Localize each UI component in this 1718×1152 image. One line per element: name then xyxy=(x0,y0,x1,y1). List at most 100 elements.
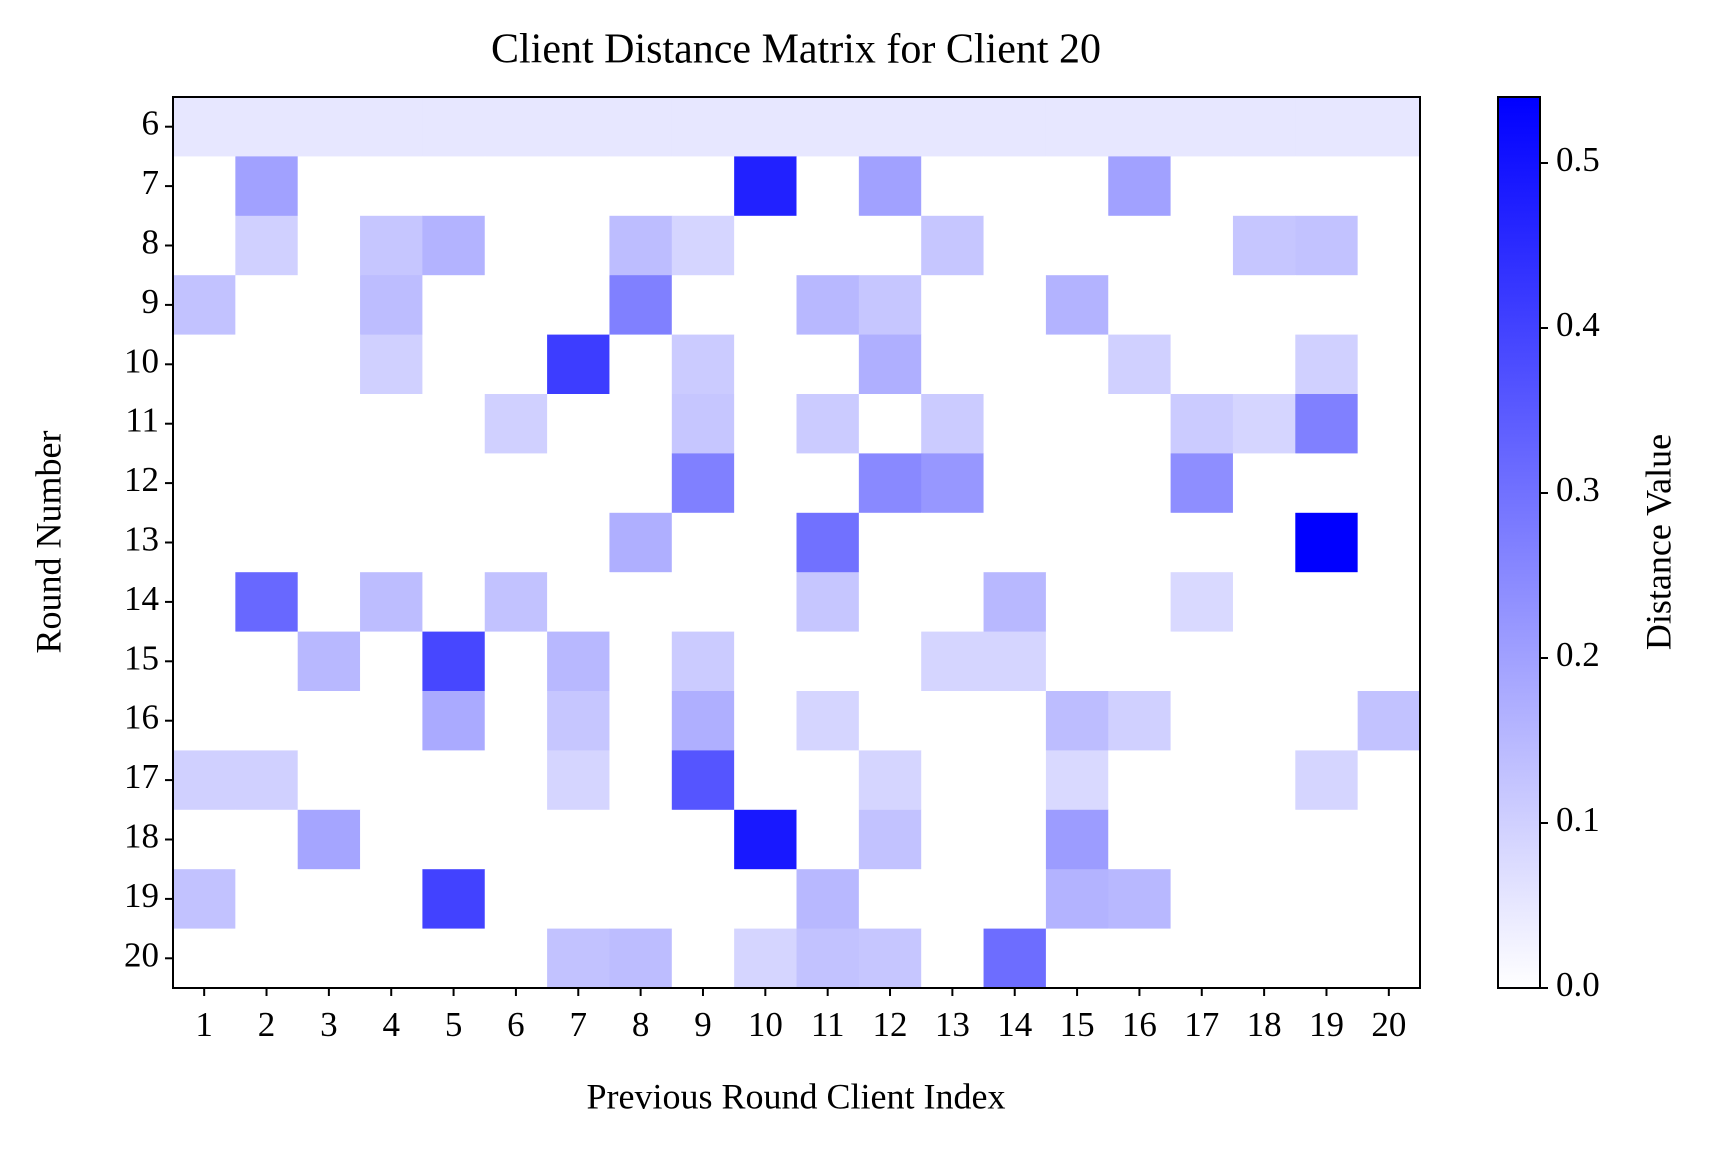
heatmap-cell xyxy=(1108,928,1172,989)
heatmap-cell xyxy=(671,334,735,395)
heatmap-cell xyxy=(671,275,735,336)
heatmap-cell xyxy=(671,512,735,573)
heatmap-cell xyxy=(796,334,860,395)
heatmap-cell xyxy=(609,809,673,870)
heatmap-cell xyxy=(609,215,673,276)
heatmap-cell xyxy=(360,97,423,157)
heatmap-cell xyxy=(1295,572,1359,633)
heatmap-cell xyxy=(547,394,610,454)
heatmap-cell xyxy=(360,691,423,751)
heatmap-cell xyxy=(1232,275,1296,336)
heatmap-cell xyxy=(1045,750,1109,811)
heatmap-cell xyxy=(858,334,922,395)
heatmap-cell xyxy=(671,156,735,217)
heatmap-cell xyxy=(734,156,797,217)
heatmap-cell xyxy=(858,275,922,336)
colorbar-tick-label: 0.2 xyxy=(1556,635,1600,674)
heatmap-cell xyxy=(297,928,361,989)
heatmap-cell xyxy=(547,275,610,336)
heatmap-cell xyxy=(983,334,1047,395)
heatmap-cell xyxy=(297,869,361,930)
heatmap-cell xyxy=(1357,275,1421,336)
heatmap-cell xyxy=(1170,631,1234,692)
heatmap-cell xyxy=(484,691,548,751)
heatmap-cell xyxy=(609,156,673,217)
heatmap-cell xyxy=(484,869,548,930)
heatmap-cell xyxy=(983,156,1047,217)
heatmap-cell xyxy=(297,512,361,573)
heatmap-cell xyxy=(609,750,673,811)
heatmap-cell xyxy=(1295,394,1359,454)
heatmap-cell xyxy=(360,334,423,395)
heatmap-cell xyxy=(1295,631,1359,692)
heatmap-cell xyxy=(1045,572,1109,633)
heatmap-cell xyxy=(297,97,361,157)
heatmap-cell xyxy=(297,156,361,217)
heatmap-cell xyxy=(235,572,299,633)
heatmap-cell xyxy=(1170,215,1234,276)
heatmap-cell xyxy=(1045,453,1109,514)
heatmap-cell xyxy=(1295,97,1359,157)
heatmap-cell xyxy=(983,453,1047,514)
heatmap-cell xyxy=(235,691,299,751)
heatmap-cell xyxy=(796,750,860,811)
heatmap-cell xyxy=(484,572,548,633)
heatmap-cell xyxy=(173,928,236,989)
heatmap-cell xyxy=(173,97,236,157)
heatmap-cell xyxy=(671,97,735,157)
heatmap-cell xyxy=(1170,691,1234,751)
y-tick-label: 20 xyxy=(124,935,159,974)
heatmap-cell xyxy=(921,869,985,930)
heatmap-cell xyxy=(921,928,985,989)
heatmap-cell xyxy=(484,631,548,692)
heatmap-cell xyxy=(1295,691,1359,751)
heatmap-cell xyxy=(921,631,985,692)
x-tick-label: 12 xyxy=(873,1005,908,1044)
heatmap-cell xyxy=(484,750,548,811)
heatmap-cell xyxy=(1170,334,1234,395)
x-tick-label: 15 xyxy=(1060,1005,1095,1044)
heatmap-cell xyxy=(734,97,797,157)
heatmap-cell xyxy=(484,453,548,514)
heatmap-cell xyxy=(1295,928,1359,989)
heatmap-cell xyxy=(484,394,548,454)
heatmap-cell xyxy=(1045,97,1109,157)
heatmap-cell xyxy=(235,394,299,454)
x-tick-label: 13 xyxy=(935,1005,970,1044)
heatmap-cell xyxy=(921,156,985,217)
y-tick-label: 7 xyxy=(142,163,160,202)
heatmap-cell xyxy=(1108,97,1172,157)
heatmap-cell xyxy=(484,334,548,395)
heatmap-cell xyxy=(422,97,486,157)
heatmap-cell xyxy=(1232,156,1296,217)
x-tick-label: 5 xyxy=(445,1005,463,1044)
heatmap-cell xyxy=(422,215,486,276)
heatmap-cell xyxy=(858,750,922,811)
colorbar-tick-label: 0.4 xyxy=(1556,305,1600,344)
heatmap-cell xyxy=(173,275,236,336)
heatmap-cell xyxy=(734,928,797,989)
heatmap-cell xyxy=(858,691,922,751)
heatmap-cell xyxy=(173,869,236,930)
x-axis-label: Previous Round Client Index xyxy=(587,1076,1006,1116)
heatmap-cell xyxy=(360,512,423,573)
heatmap-cell xyxy=(422,275,486,336)
heatmap-cell xyxy=(1357,928,1421,989)
heatmap-cell xyxy=(734,275,797,336)
heatmap-cell xyxy=(983,97,1047,157)
heatmap-cell xyxy=(983,750,1047,811)
heatmap-cell xyxy=(796,691,860,751)
heatmap-cell xyxy=(297,453,361,514)
heatmap-cell xyxy=(796,97,860,157)
heatmap-cell xyxy=(1108,334,1172,395)
heatmap-cell xyxy=(1108,156,1172,217)
heatmap-cell xyxy=(297,750,361,811)
heatmap-cell xyxy=(609,334,673,395)
heatmap-cell xyxy=(1108,512,1172,573)
heatmap-cell xyxy=(858,809,922,870)
heatmap-cell xyxy=(1357,334,1421,395)
heatmap-cell xyxy=(484,512,548,573)
heatmap-cell xyxy=(1108,809,1172,870)
colorbar xyxy=(1497,96,1541,989)
